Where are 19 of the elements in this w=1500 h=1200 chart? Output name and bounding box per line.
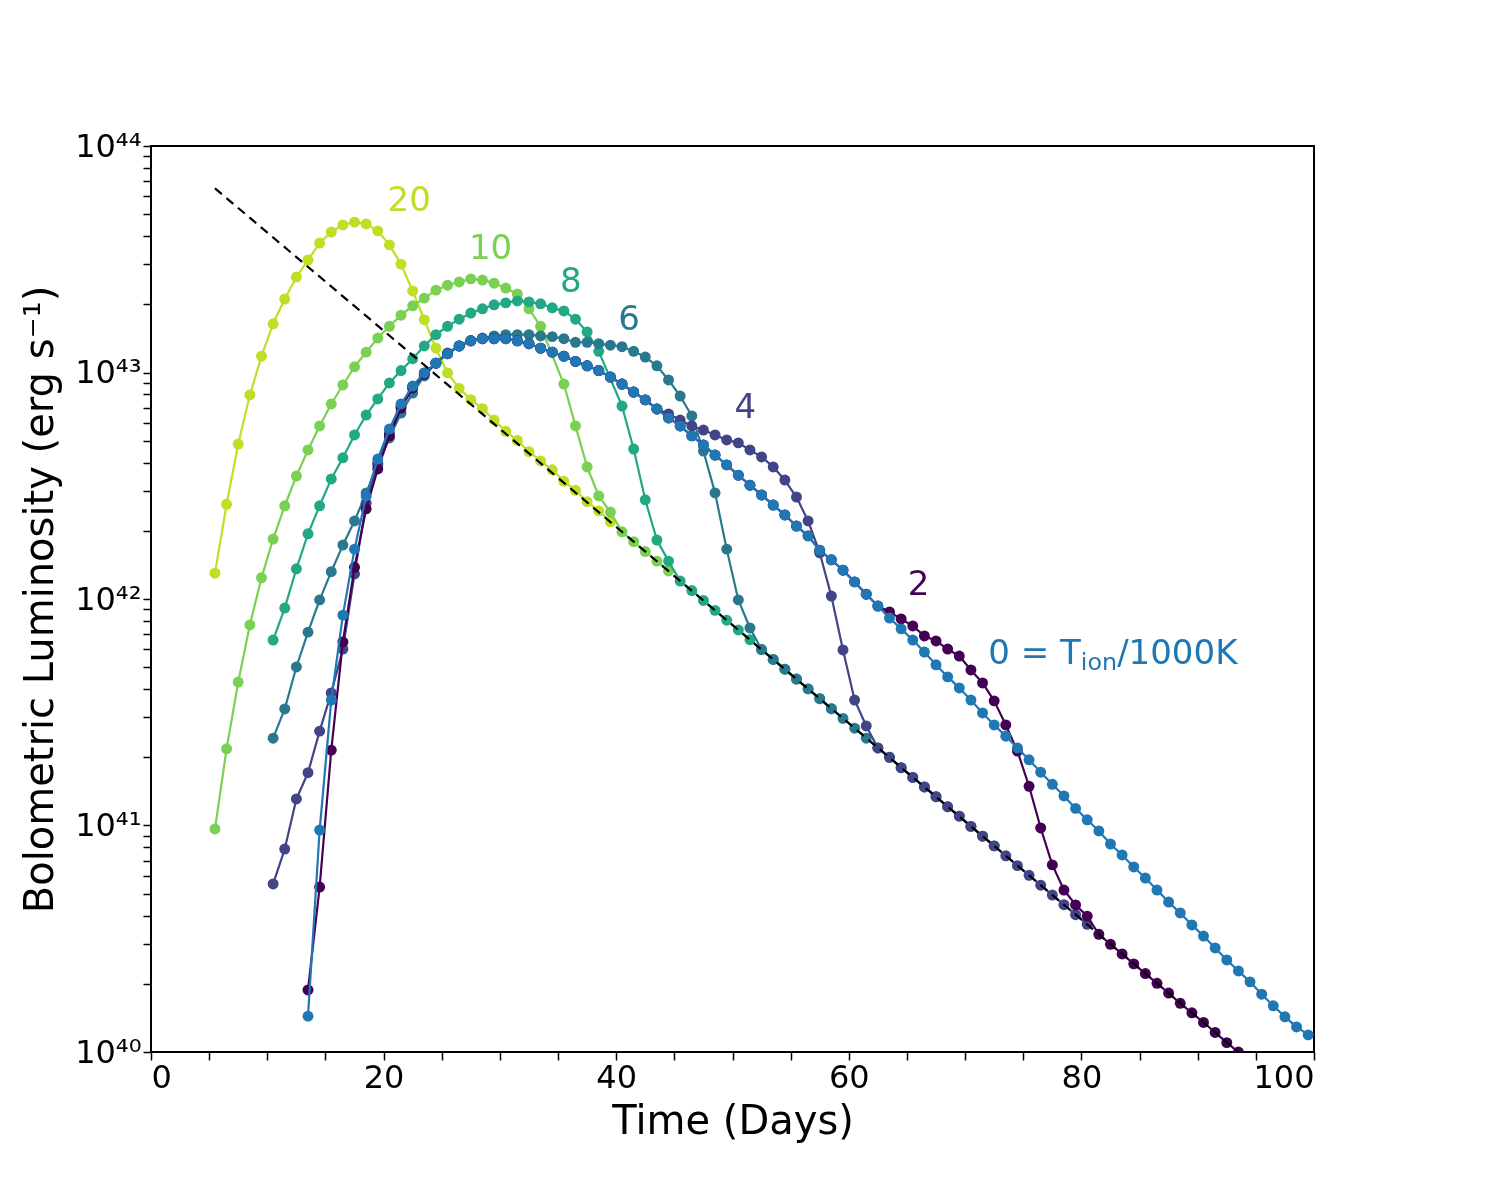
- x-axis-title: Time (Days): [611, 1096, 854, 1143]
- y-tick-label: 10⁴⁰: [75, 1032, 142, 1071]
- y-tick-label: 10⁴¹: [75, 806, 142, 844]
- x-tick-label: 20: [363, 1057, 405, 1096]
- x-tick-label: 100: [1253, 1057, 1315, 1096]
- y-axis-title: Bolometric Luminosity (erg s⁻¹): [16, 285, 63, 914]
- x-tick-label: 60: [828, 1057, 870, 1096]
- y-tick-label: 10⁴³: [75, 353, 142, 391]
- x-tick-label: 40: [596, 1057, 638, 1096]
- y-tick-label: 10⁴²: [75, 579, 142, 618]
- x-tick-label: 80: [1061, 1057, 1103, 1096]
- series-label: 2: [907, 563, 930, 604]
- series-label: 10: [468, 227, 513, 268]
- x-tick-label: 0: [151, 1057, 172, 1096]
- series-label: 6: [618, 298, 640, 339]
- series-label: 8: [560, 260, 582, 301]
- y-tick-label: 10⁴⁴: [75, 126, 142, 165]
- series-label: 4: [734, 385, 757, 426]
- series-label: 20: [387, 179, 431, 220]
